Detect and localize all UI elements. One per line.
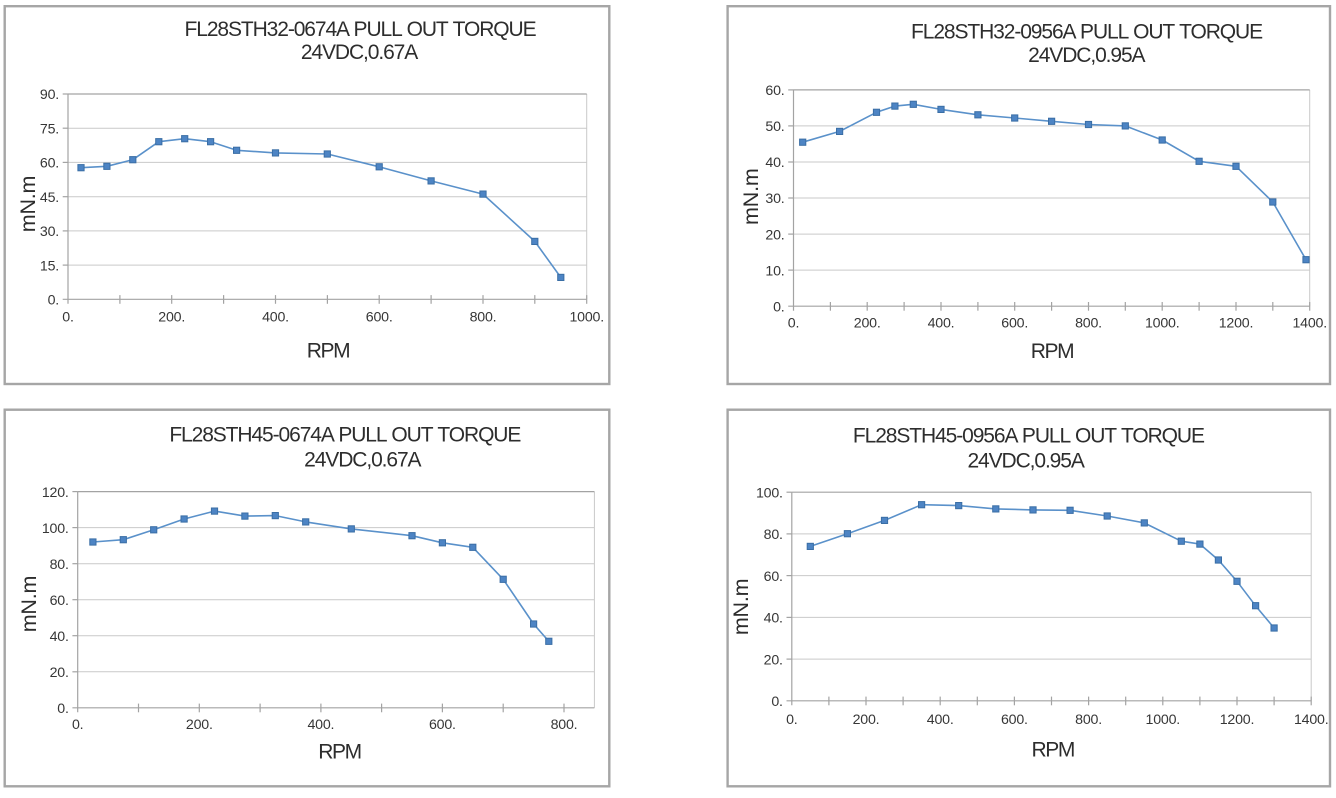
- svg-text:1400.: 1400.: [1292, 316, 1327, 332]
- svg-text:800.: 800.: [1075, 316, 1102, 332]
- svg-text:RPM: RPM: [318, 740, 360, 763]
- svg-text:45.: 45.: [40, 190, 59, 206]
- svg-text:1200.: 1200.: [1219, 316, 1254, 332]
- svg-text:80.: 80.: [764, 527, 783, 543]
- svg-text:0.: 0.: [48, 293, 59, 309]
- svg-text:200.: 200.: [854, 316, 881, 332]
- svg-text:80.: 80.: [50, 557, 69, 573]
- svg-text:RPM: RPM: [307, 340, 349, 363]
- svg-text:FL28STH32-0956A PULL OUT TORQU: FL28STH32-0956A PULL OUT TORQUE: [911, 21, 1263, 44]
- svg-text:FL28STH45-0674A PULL OUT TORQU: FL28STH45-0674A PULL OUT TORQUE: [169, 424, 521, 447]
- svg-text:0.: 0.: [62, 310, 73, 326]
- svg-text:RPM: RPM: [1031, 340, 1073, 363]
- svg-text:15.: 15.: [40, 258, 59, 274]
- svg-text:24VDC,0.95A: 24VDC,0.95A: [967, 449, 1084, 472]
- svg-text:800.: 800.: [1075, 712, 1102, 728]
- svg-text:200.: 200.: [186, 717, 213, 733]
- svg-text:90.: 90.: [40, 87, 59, 103]
- svg-text:75.: 75.: [40, 121, 59, 137]
- svg-text:0.: 0.: [786, 712, 797, 728]
- svg-text:1000.: 1000.: [1146, 712, 1181, 728]
- svg-text:0.: 0.: [72, 717, 83, 733]
- svg-text:400.: 400.: [307, 717, 334, 733]
- svg-text:1200.: 1200.: [1220, 712, 1255, 728]
- svg-text:400.: 400.: [928, 316, 955, 332]
- svg-text:mN.m: mN.m: [729, 579, 753, 636]
- svg-text:100.: 100.: [756, 485, 783, 501]
- svg-text:0.: 0.: [773, 299, 784, 315]
- svg-text:200.: 200.: [158, 310, 185, 326]
- svg-text:60.: 60.: [40, 156, 59, 172]
- svg-text:600.: 600.: [1001, 712, 1028, 728]
- svg-text:800.: 800.: [470, 310, 497, 326]
- svg-text:0.: 0.: [771, 694, 782, 710]
- svg-text:600.: 600.: [1001, 316, 1028, 332]
- svg-text:24VDC,0.67A: 24VDC,0.67A: [301, 41, 418, 64]
- svg-text:1000.: 1000.: [569, 310, 604, 326]
- svg-text:60.: 60.: [765, 83, 784, 99]
- svg-text:50.: 50.: [765, 119, 784, 135]
- svg-text:24VDC,0.95A: 24VDC,0.95A: [1028, 44, 1145, 67]
- svg-text:FL28STH45-0956A PULL OUT TORQU: FL28STH45-0956A PULL OUT TORQUE: [853, 425, 1205, 448]
- svg-text:mN.m: mN.m: [16, 176, 40, 233]
- svg-text:60.: 60.: [764, 569, 783, 585]
- svg-text:1400.: 1400.: [1294, 712, 1329, 728]
- svg-text:40.: 40.: [764, 611, 783, 627]
- svg-text:120.: 120.: [42, 485, 69, 501]
- svg-text:0.: 0.: [57, 701, 68, 717]
- svg-text:RPM: RPM: [1031, 738, 1073, 761]
- svg-text:10.: 10.: [765, 263, 784, 279]
- svg-text:20.: 20.: [764, 652, 783, 668]
- svg-text:mN.m: mN.m: [17, 576, 41, 633]
- svg-text:60.: 60.: [50, 593, 69, 609]
- svg-text:FL28STH32-0674A PULL OUT TORQU: FL28STH32-0674A PULL OUT TORQUE: [185, 18, 537, 41]
- svg-text:400.: 400.: [927, 712, 954, 728]
- svg-text:40.: 40.: [765, 155, 784, 171]
- svg-text:30.: 30.: [765, 191, 784, 207]
- svg-text:20.: 20.: [765, 227, 784, 243]
- svg-text:400.: 400.: [262, 310, 289, 326]
- svg-text:600.: 600.: [366, 310, 393, 326]
- svg-text:1000.: 1000.: [1145, 316, 1180, 332]
- svg-text:200.: 200.: [853, 712, 880, 728]
- svg-text:600.: 600.: [429, 717, 456, 733]
- svg-text:30.: 30.: [40, 224, 59, 240]
- svg-text:100.: 100.: [42, 521, 69, 537]
- svg-text:40.: 40.: [50, 629, 69, 645]
- svg-text:mN.m: mN.m: [739, 168, 763, 225]
- svg-text:24VDC,0.67A: 24VDC,0.67A: [304, 449, 421, 472]
- svg-text:800.: 800.: [551, 717, 578, 733]
- svg-text:0.: 0.: [788, 316, 799, 332]
- svg-text:20.: 20.: [50, 665, 69, 681]
